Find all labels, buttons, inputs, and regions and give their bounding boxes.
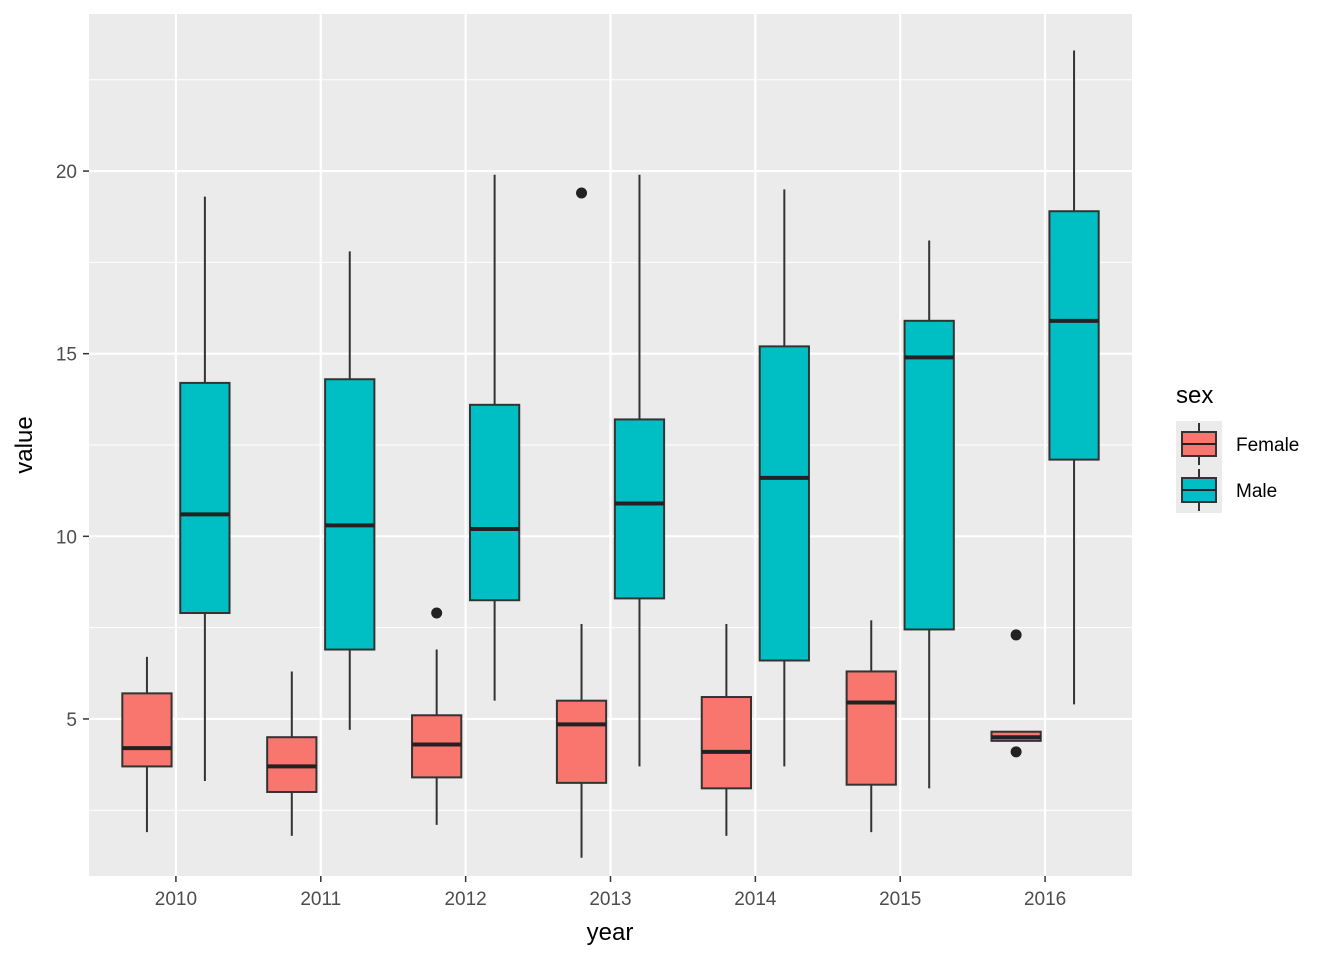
x-axis-title: year bbox=[587, 919, 634, 946]
box-female-2015 bbox=[845, 620, 897, 833]
box-male-2010 bbox=[179, 196, 231, 782]
box-iqr bbox=[555, 699, 608, 784]
box-iqr bbox=[121, 692, 173, 768]
x-tick-label: 2012 bbox=[444, 889, 486, 910]
box-series bbox=[121, 50, 1100, 858]
x-axis: 2010 2011 2012 2013 2014 2015 2016 bbox=[155, 876, 1066, 910]
box-female-2011 bbox=[266, 671, 318, 836]
box-iqr bbox=[179, 381, 231, 615]
legend-item-female: Female bbox=[1176, 421, 1299, 467]
y-axis: 5 10 15 20 bbox=[56, 162, 89, 731]
box-iqr bbox=[324, 378, 376, 651]
box-female-2016 bbox=[990, 629, 1042, 758]
x-tick-label: 2016 bbox=[1024, 889, 1066, 910]
outlier-point bbox=[576, 187, 588, 199]
legend: sex Female Male bbox=[1176, 382, 1299, 513]
y-tick-label: 5 bbox=[66, 710, 77, 731]
outlier-point bbox=[431, 607, 443, 619]
box-iqr bbox=[758, 345, 810, 662]
box-male-2013 bbox=[613, 174, 666, 767]
y-tick-label: 20 bbox=[56, 162, 77, 183]
major-gridlines bbox=[89, 14, 1132, 876]
outlier-point bbox=[1010, 746, 1022, 758]
box-female-2013 bbox=[555, 187, 608, 858]
legend-item-male: Male bbox=[1176, 467, 1277, 513]
box-female-2010 bbox=[121, 656, 173, 833]
box-female-2012 bbox=[411, 607, 463, 825]
box-iqr bbox=[903, 319, 955, 631]
outlier-point bbox=[1010, 629, 1022, 641]
legend-title: sex bbox=[1176, 382, 1213, 409]
x-tick-label: 2015 bbox=[879, 889, 921, 910]
legend-label: Male bbox=[1236, 481, 1277, 502]
legend-label: Female bbox=[1236, 435, 1299, 456]
box-male-2014 bbox=[758, 189, 810, 767]
x-tick-label: 2011 bbox=[300, 889, 341, 910]
box-iqr bbox=[613, 418, 666, 600]
box-iqr bbox=[700, 696, 753, 790]
y-tick-label: 15 bbox=[56, 345, 77, 366]
box-male-2012 bbox=[468, 174, 521, 701]
box-male-2016 bbox=[1048, 50, 1100, 705]
box-iqr bbox=[845, 670, 897, 786]
y-axis-title: value bbox=[11, 416, 38, 473]
x-tick-label: 2013 bbox=[589, 889, 631, 910]
box-female-2014 bbox=[700, 623, 753, 836]
y-tick-label: 10 bbox=[56, 527, 77, 548]
x-tick-label: 2014 bbox=[734, 889, 777, 910]
box-male-2015 bbox=[903, 240, 955, 789]
box-male-2011 bbox=[324, 251, 376, 730]
box-iqr bbox=[1048, 210, 1100, 461]
box-iqr bbox=[468, 403, 521, 602]
x-tick-label: 2010 bbox=[155, 889, 197, 910]
